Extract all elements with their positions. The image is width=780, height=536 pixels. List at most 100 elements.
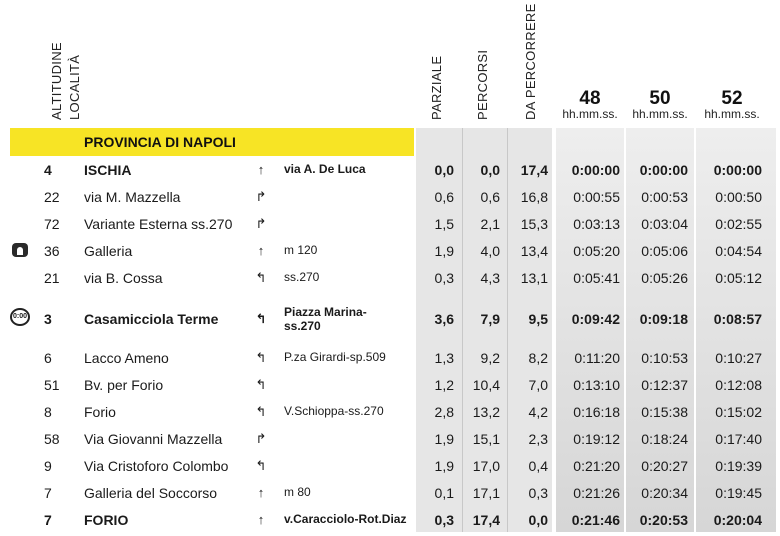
altitude-cell: 9 [44,458,52,474]
province-band [10,128,414,156]
traveled-km-cell: 13,2 [472,404,500,420]
traveled-km-cell: 4,3 [480,270,500,286]
traveled-km-cell: 2,1 [480,216,500,232]
time-52-cell: 0:00:00 [713,162,762,178]
partial-km-cell: 1,9 [434,458,454,474]
tunnel-icon [12,243,28,257]
direction-arrow: ↰ [255,311,267,326]
header-da-percorrere: DA PERCORRERE [523,3,538,120]
altitude-cell: 22 [44,189,60,205]
remaining-km-cell: 2,3 [528,431,548,447]
direction-arrow: ↰ [255,404,267,419]
partial-km-cell: 3,6 [434,311,454,327]
header-altitudine: ALTITUDINE [49,42,64,120]
direction-arrow: ↰ [255,270,267,285]
road-note-cell: Piazza Marina- [284,305,367,319]
traveled-km-cell: 0,6 [480,189,500,205]
location-cell: Via Cristoforo Colombo [84,458,229,474]
time-52-cell: 0:19:39 [715,458,762,474]
header-speed-52: 52 [721,88,743,109]
time-48-cell: 0:21:20 [573,458,620,474]
altitude-cell: 51 [44,377,60,393]
remaining-km-cell: 7,0 [528,377,548,393]
time-52-cell: 0:08:57 [713,311,762,327]
header-speed-50: 50 [649,88,671,109]
direction-arrow: ↰ [255,458,267,473]
time-50-cell: 0:18:24 [641,431,688,447]
remaining-km-cell: 13,1 [520,270,548,286]
traveled-km-cell: 4,0 [480,243,500,259]
time-50-cell: 0:10:53 [641,350,688,366]
remaining-km-cell: 17,4 [520,162,548,178]
altitude-cell: 58 [44,431,60,447]
location-cell: Variante Esterna ss.270 [84,216,233,232]
altitude-cell: 4 [44,162,52,178]
time-52-cell: 0:02:55 [715,216,762,232]
time-50-cell: 0:20:34 [641,485,688,501]
partial-km-cell: 1,3 [434,350,454,366]
time-50-column-background [626,128,694,532]
road-note-cell-line2: ss.270 [284,319,321,333]
time-48-cell: 0:21:26 [573,485,620,501]
time-52-cell: 0:00:50 [715,189,762,205]
time-48-cell: 0:05:41 [573,270,620,286]
traveled-km-cell: 17,1 [472,485,500,501]
road-note-cell: V.Schioppa-ss.270 [284,404,384,418]
location-cell: Galleria [84,243,133,259]
time-48-cell: 0:00:00 [571,162,620,178]
time-52-cell: 0:17:40 [715,431,762,447]
time-52-cell: 0:04:54 [715,243,762,259]
location-cell: Lacco Ameno [84,350,169,366]
time-52-cell: 0:19:45 [715,485,762,501]
time-50-cell: 0:05:06 [641,243,688,259]
traveled-km-cell: 17,0 [472,458,500,474]
stopwatch-icon: 0:00 [10,308,30,326]
partial-km-cell: 1,5 [434,216,454,232]
time-50-cell: 0:12:37 [641,377,688,393]
time-52-cell: 0:20:04 [713,512,762,528]
direction-arrow: ↱ [255,431,267,446]
traveled-km-cell: 0,0 [480,162,500,178]
remaining-km-cell: 0,4 [528,458,548,474]
time-52-cell: 0:15:02 [715,404,762,420]
header-parziale: PARZIALE [429,55,444,120]
remaining-km-cell: 4,2 [528,404,548,420]
remaining-km-cell: 8,2 [528,350,548,366]
partial-km-cell: 1,9 [434,431,454,447]
direction-arrow: ↑ [257,243,265,258]
road-note-cell: m 80 [284,485,311,499]
time-52-cell: 0:12:08 [715,377,762,393]
direction-arrow: ↑ [257,485,265,500]
direction-arrow: ↱ [255,216,267,231]
direction-arrow: ↑ [257,162,265,177]
road-note-cell: m 120 [284,243,318,257]
partial-km-cell: 0,0 [434,162,454,178]
traveled-km-cell: 15,1 [472,431,500,447]
altitude-cell: 7 [44,512,52,528]
header-localita: LOCALITÀ [67,54,82,120]
location-cell: FORIO [84,512,129,528]
time-48-cell: 0:09:42 [571,311,620,327]
time-48-cell: 0:11:20 [574,350,620,366]
location-cell: Bv. per Forio [84,377,164,393]
time-48-cell: 0:19:12 [573,431,620,447]
time-50-cell: 0:20:27 [641,458,688,474]
altitude-cell: 36 [44,243,60,259]
header-unit-50: hh.mm.ss. [632,107,688,121]
time-52-cell: 0:05:12 [715,270,762,286]
time-48-cell: 0:00:55 [573,189,620,205]
location-cell: Casamicciola Terme [84,311,219,327]
partial-km-cell: 0,3 [434,512,454,528]
road-note-cell: via A. De Luca [284,162,366,176]
column-divider [462,128,463,532]
partial-km-cell: 0,3 [434,270,454,286]
time-50-cell: 0:20:53 [639,512,688,528]
partial-km-cell: 0,1 [434,485,454,501]
location-cell: Via Giovanni Mazzella [84,431,223,447]
partial-km-cell: 0,6 [434,189,454,205]
altitude-cell: 72 [44,216,60,232]
traveled-km-cell: 10,4 [472,377,500,393]
direction-arrow: ↰ [255,377,267,392]
traveled-km-cell: 9,2 [480,350,500,366]
time-50-cell: 0:03:04 [641,216,688,232]
